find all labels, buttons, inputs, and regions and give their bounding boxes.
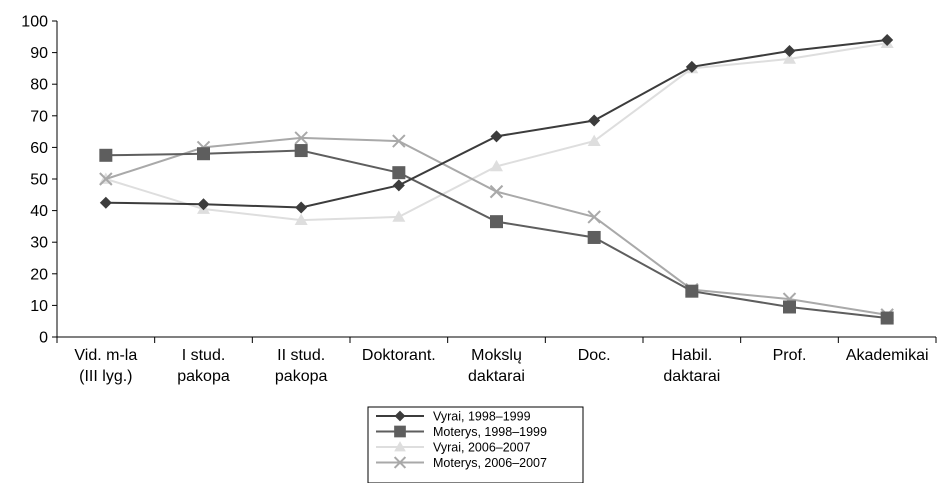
- legend-marker: [394, 410, 406, 422]
- legend-label: Vyrai, 2006–2007: [433, 441, 531, 455]
- data-point: [587, 230, 601, 244]
- data-point: [99, 196, 112, 209]
- data-point: [294, 131, 308, 145]
- data-point: [490, 130, 503, 143]
- data-point: [490, 215, 503, 229]
- data-point: [99, 148, 113, 162]
- series-line: [105, 38, 888, 209]
- legend-item: Vyrai, 2006–2007: [376, 441, 531, 455]
- y-tick-label: 20: [30, 266, 48, 283]
- data-point: [295, 201, 308, 214]
- y-tick-label: 40: [30, 203, 48, 220]
- data-point: [294, 213, 308, 225]
- data-point: [392, 179, 405, 192]
- y-tick-label: 0: [39, 330, 48, 347]
- x-tick-label: Habil. daktarai: [663, 347, 720, 385]
- series-layer: [99, 33, 894, 325]
- data-point: [489, 184, 504, 199]
- data-point: [880, 311, 894, 325]
- data-point: [783, 52, 796, 64]
- y-tick-label: 90: [30, 45, 48, 62]
- x-tick-label: Mokslų daktarai: [468, 347, 525, 385]
- x-tick-label: Vid. m-la (III lyg.): [74, 347, 137, 385]
- data-point: [587, 134, 601, 146]
- legend-marker: [394, 425, 406, 438]
- x-tick-label: I stud. pakopa: [177, 347, 230, 385]
- data-point: [783, 45, 796, 58]
- data-point: [99, 172, 113, 186]
- x-tick-label: Doktorant.: [362, 347, 436, 364]
- y-tick-label: 30: [30, 235, 48, 252]
- data-point: [197, 147, 210, 161]
- legend-label: Vyrai, 1998–1999: [433, 410, 531, 424]
- data-point: [587, 210, 601, 224]
- y-tick-label: 80: [30, 77, 48, 94]
- data-point: [392, 210, 406, 222]
- data-point: [294, 144, 308, 158]
- legend-item: Moterys, 1998–1999: [376, 425, 547, 439]
- y-tick-label: 100: [21, 14, 48, 31]
- legend-marker: [393, 456, 407, 469]
- legend-label: Moterys, 2006–2007: [433, 456, 547, 470]
- data-point: [588, 114, 601, 127]
- data-point: [881, 33, 894, 46]
- data-point: [685, 60, 698, 73]
- y-tick-label: 50: [30, 172, 48, 189]
- y-tick-label: 10: [30, 298, 48, 315]
- data-point: [197, 198, 210, 211]
- data-point: [783, 300, 796, 314]
- series-2: [99, 144, 894, 325]
- legend-item: Vyrai, 1998–1999: [376, 410, 531, 424]
- x-tick-label: II stud. pakopa: [275, 347, 328, 385]
- legend-item: Moterys, 2006–2007: [376, 456, 547, 470]
- data-point: [685, 284, 699, 298]
- legend-label: Moterys, 1998–1999: [433, 425, 547, 439]
- axes: 0 10 20 30 40 50 60 70 80 90 100 Vid. m-la (III lyg.…: [21, 14, 937, 385]
- x-tick-label: Akademikai: [846, 347, 929, 364]
- legend-box: [367, 406, 584, 483]
- data-point: [490, 159, 503, 172]
- legend-marker: [394, 441, 406, 452]
- data-point: [392, 134, 406, 148]
- x-tick-label: Prof.: [773, 347, 807, 364]
- y-tick-label: 70: [30, 108, 48, 125]
- series-line: [105, 149, 888, 320]
- series-1: [99, 33, 894, 214]
- x-tick-label: Doc.: [578, 347, 611, 364]
- data-point: [392, 166, 406, 180]
- y-tick-label: 60: [30, 140, 48, 157]
